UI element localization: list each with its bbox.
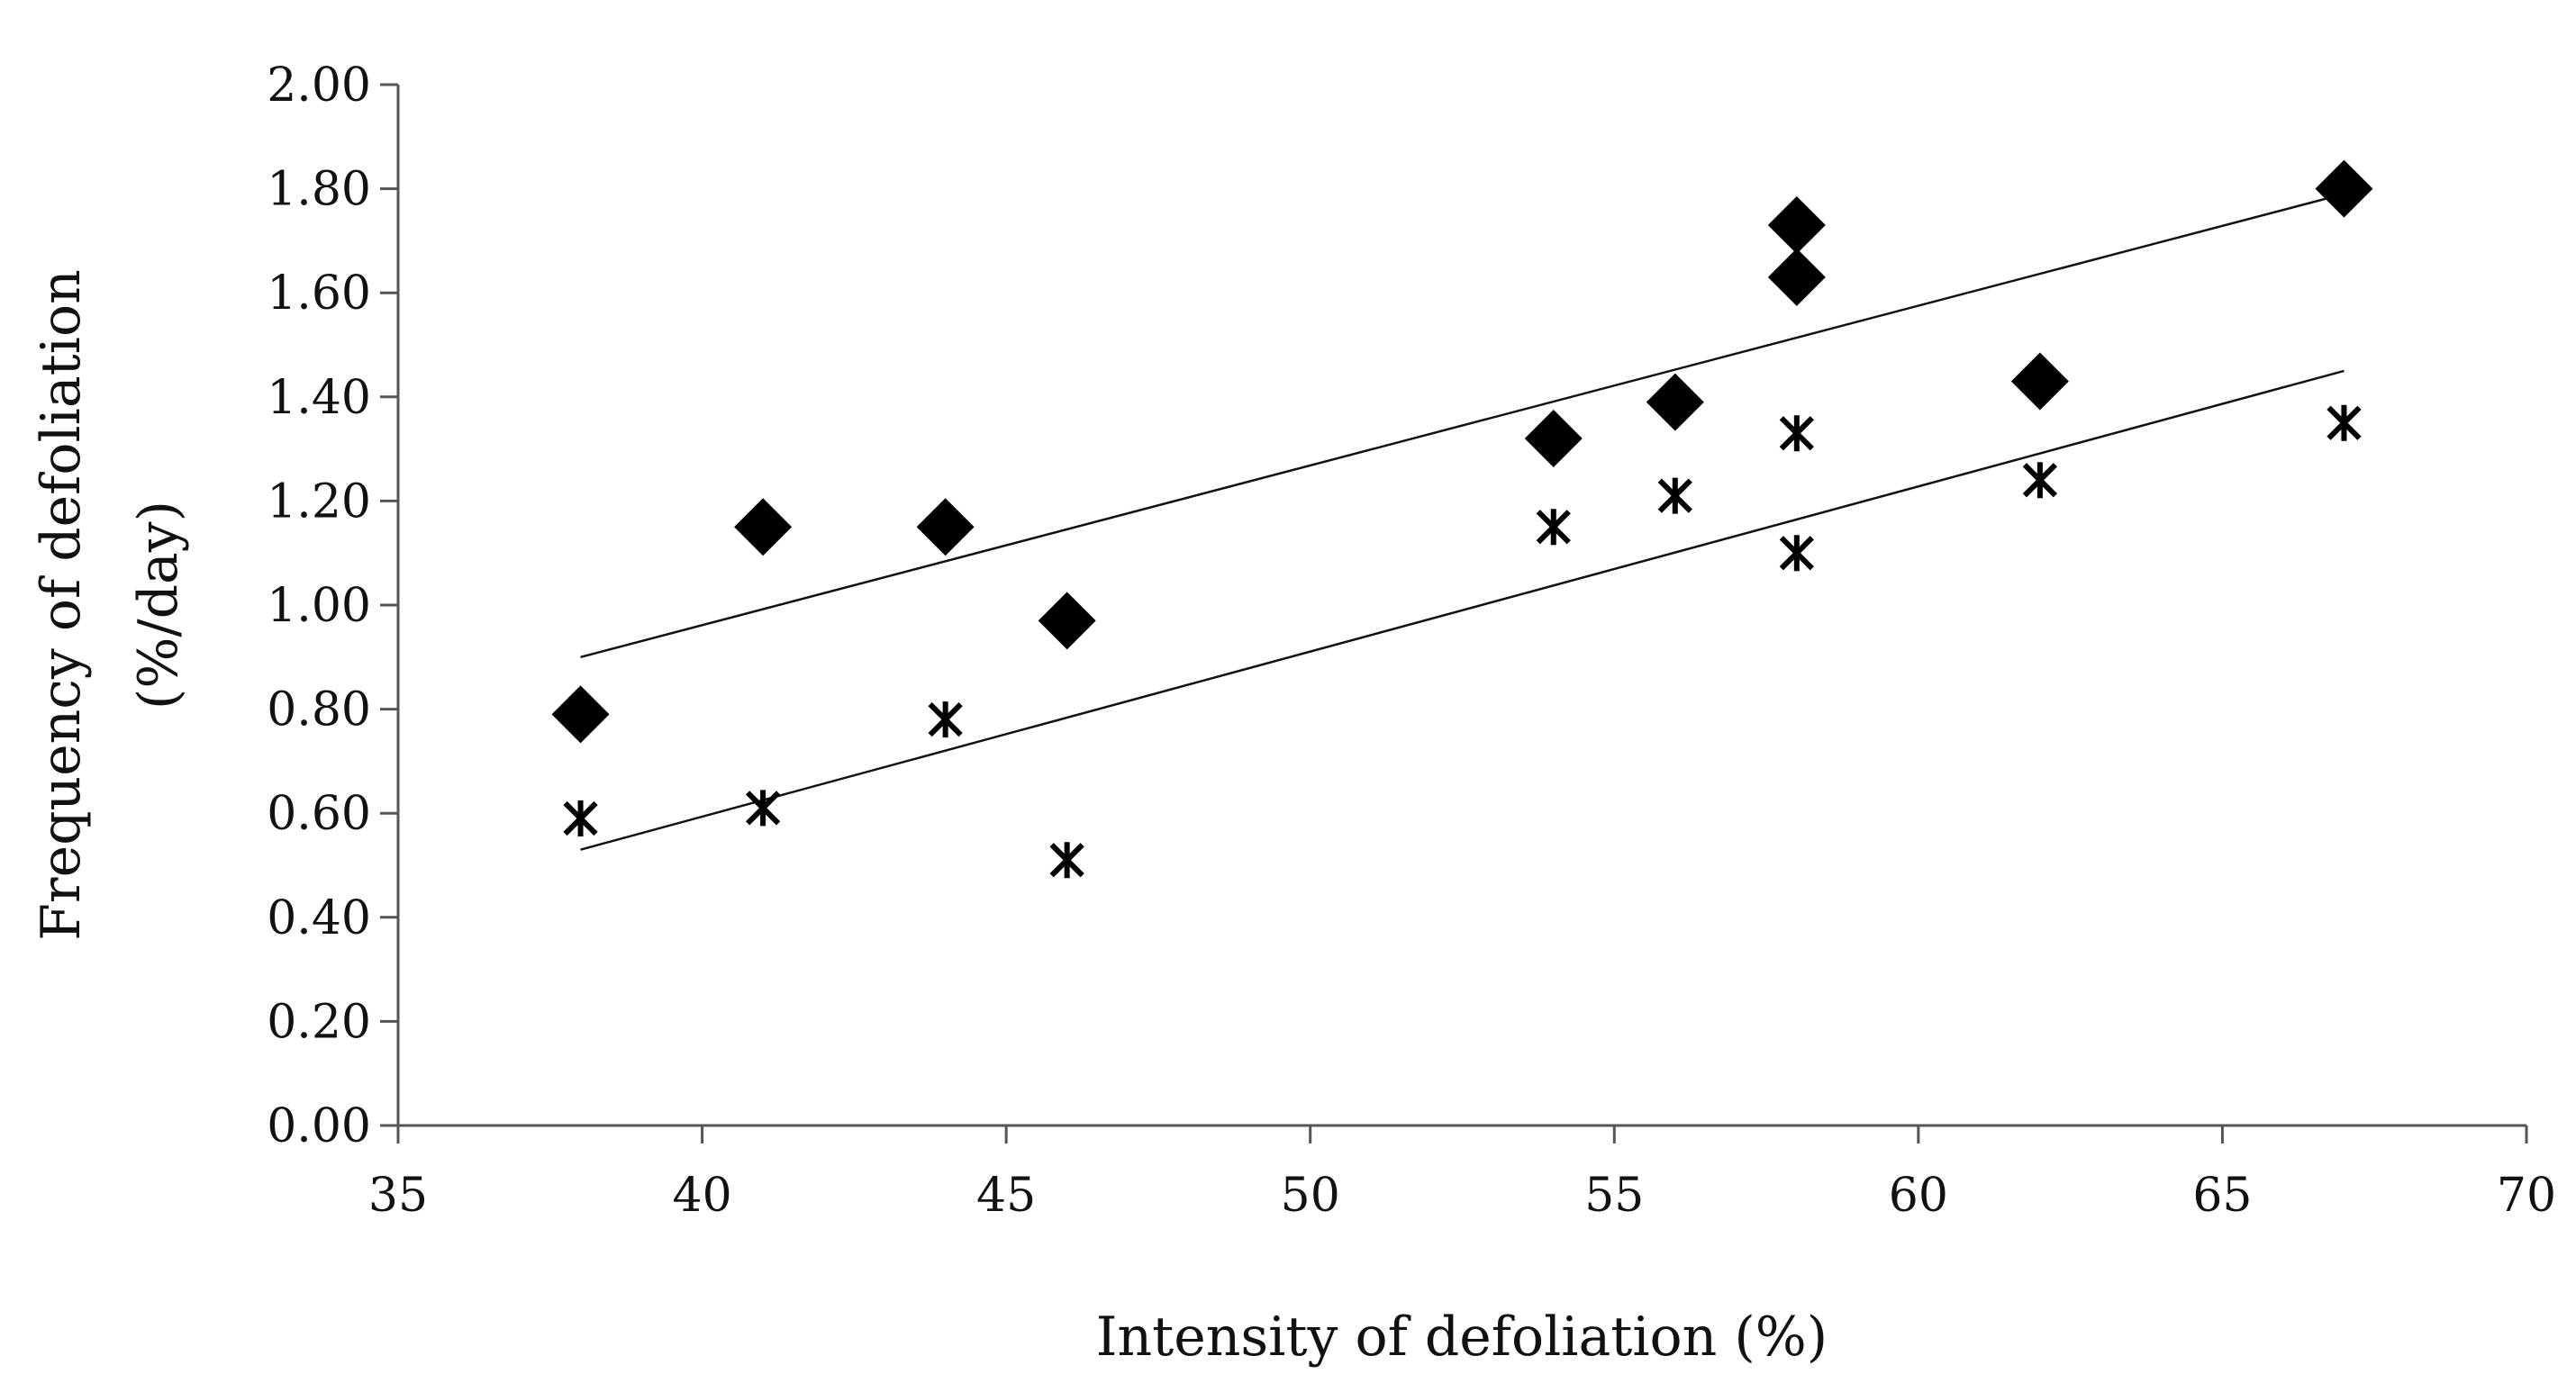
y-tick-label: 0.40 xyxy=(267,891,371,945)
x-tick-label: 65 xyxy=(2192,1169,2252,1223)
diamond-point xyxy=(1767,196,1826,255)
diamond-point xyxy=(916,498,975,556)
y-tick-label: 1.00 xyxy=(267,579,371,633)
diamond-point xyxy=(734,498,793,556)
asterisk-point xyxy=(2022,462,2058,499)
x-tick-label: 35 xyxy=(368,1169,428,1223)
trendlines xyxy=(580,193,2345,851)
x-tick-label: 40 xyxy=(672,1169,731,1223)
asterisk-point xyxy=(745,790,781,827)
diamond-point xyxy=(1767,248,1826,306)
y-axis-title-line1: Frequency of defoliation xyxy=(30,269,93,940)
y-tick-label: 1.60 xyxy=(267,267,371,321)
axis-labels: Intensity of defoliation (%) Frequency o… xyxy=(30,269,1828,1369)
diamond-point xyxy=(2315,159,2373,218)
x-tick-label: 45 xyxy=(976,1169,1036,1223)
asterisk-point xyxy=(1536,509,1571,546)
asterisk-point xyxy=(563,800,598,836)
diamond-point xyxy=(1524,410,1583,468)
x-axis-title: Intensity of defoliation (%) xyxy=(1096,1306,1828,1369)
asterisk-point xyxy=(928,701,963,738)
y-tick-label: 1.80 xyxy=(267,163,371,217)
x-tick-label: 70 xyxy=(2497,1169,2556,1223)
axes: 0.00 0.20 0.40 0.60 0.80 1.00 1.20 1.40 1.60 1.80… xyxy=(267,59,2556,1223)
y-axis-title-line2: (%/day) xyxy=(127,501,190,710)
trendline-series-2 xyxy=(580,369,2345,851)
y-tick-label: 0.60 xyxy=(267,787,371,841)
x-tick-label: 50 xyxy=(1281,1169,1340,1223)
x-tick-label: 60 xyxy=(1889,1169,1948,1223)
x-tick-label: 55 xyxy=(1584,1169,1644,1223)
y-tick-label: 0.80 xyxy=(267,683,371,737)
asterisk-point xyxy=(1779,535,1814,572)
asterisk-point xyxy=(1049,842,1084,879)
diamond-point xyxy=(1646,373,1704,431)
y-tick-label: 0.00 xyxy=(267,1099,371,1153)
y-tick-label: 2.00 xyxy=(267,59,371,113)
y-tick-label: 1.20 xyxy=(267,475,371,529)
y-tick-label: 0.20 xyxy=(267,995,371,1049)
y-tick-label: 1.40 xyxy=(267,371,371,425)
asterisk-point xyxy=(1657,477,1692,514)
diamond-point xyxy=(1038,592,1096,650)
asterisk-point xyxy=(1779,415,1814,452)
diamond-point xyxy=(2010,352,2069,411)
diamond-point xyxy=(551,685,610,744)
data-markers xyxy=(551,159,2373,879)
asterisk-point xyxy=(2327,404,2362,441)
trendline-series-1 xyxy=(580,193,2345,659)
